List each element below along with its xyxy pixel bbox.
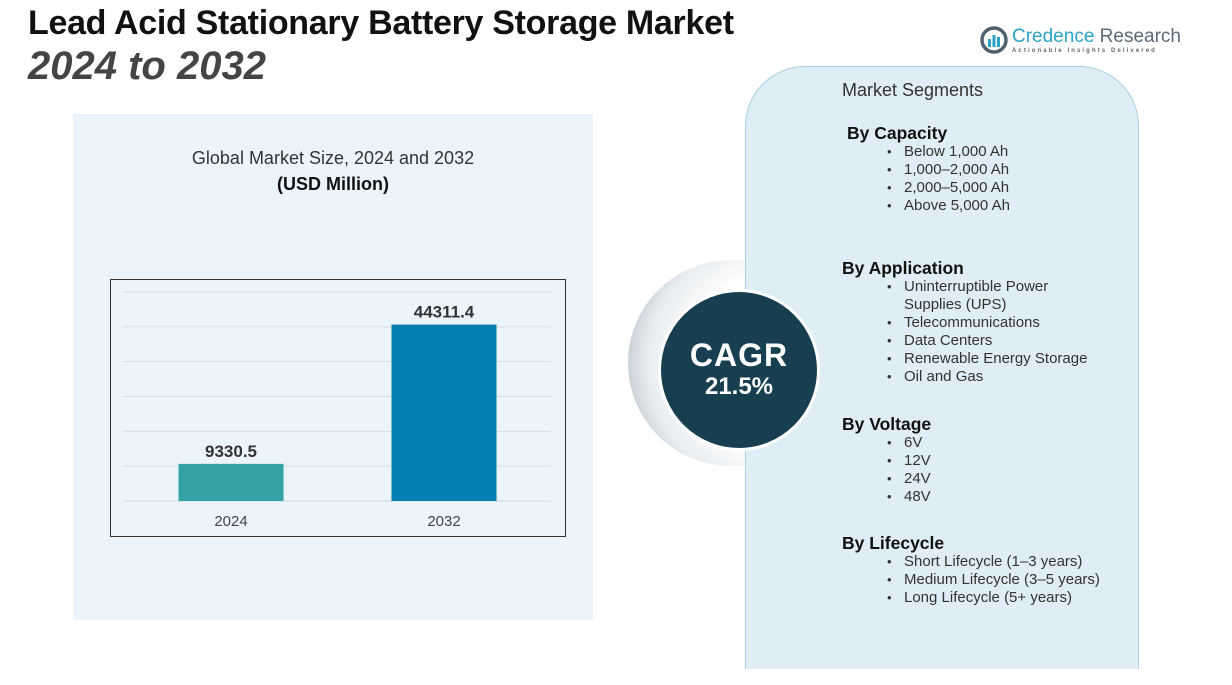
- chart-title: Global Market Size, 2024 and 2032: [191, 148, 475, 168]
- segment-item: Below 1,000 Ah: [887, 143, 1010, 161]
- segment-group-voltage: By Voltage 6V 12V 24V 48V: [842, 414, 931, 506]
- segment-item: Renewable Energy Storage: [887, 350, 1087, 368]
- bar-chart-circle-icon: [980, 26, 1008, 54]
- segment-item: 6V: [887, 434, 931, 452]
- segment-item: 12V: [887, 452, 931, 470]
- cagr-label: CAGR: [689, 337, 789, 373]
- market-size-chart-panel: Global Market Size, 2024 and 2032 (USD M…: [73, 114, 593, 620]
- brand-logo: Credence Research Actionable Insights De…: [980, 26, 1181, 54]
- bar-value-label: 9330.5: [205, 442, 257, 461]
- brand-name-part2: Research: [1099, 25, 1181, 47]
- bar-chart: 9330.5 2024 44311.4 2032: [123, 291, 551, 530]
- segment-group-title: By Capacity: [847, 123, 948, 143]
- x-tick-label: 2032: [427, 513, 460, 530]
- segment-item: Short Lifecycle (1–3 years): [887, 553, 1100, 571]
- segment-item: Uninterruptible Power Supplies (UPS): [887, 278, 1064, 314]
- segment-item: 48V: [887, 488, 931, 506]
- segment-group-title: By Application: [842, 258, 964, 278]
- brand-name-part1: Credence: [1012, 25, 1095, 47]
- segment-item: Telecommunications: [887, 314, 1064, 332]
- segment-group-lifecycle: By Lifecycle Short Lifecycle (1–3 years)…: [842, 533, 1100, 607]
- bar-2032: [391, 324, 497, 501]
- segment-item: Oil and Gas: [887, 368, 1064, 386]
- segment-item: 1,000–2,000 Ah: [887, 161, 1010, 179]
- page-title: Lead Acid Stationary Battery Storage Mar…: [28, 4, 734, 42]
- page-subtitle-years: 2024 to 2032: [28, 44, 266, 88]
- x-tick-label: 2024: [214, 513, 247, 530]
- segment-group-capacity: By Capacity Below 1,000 Ah 1,000–2,000 A…: [847, 123, 1010, 215]
- segment-item: 2,000–5,000 Ah: [887, 179, 1010, 197]
- segment-item: 24V: [887, 470, 931, 488]
- cagr-value: 21.5%: [704, 373, 774, 400]
- segment-item: Medium Lifecycle (3–5 years): [887, 571, 1100, 589]
- chart-plot-frame: 9330.5 2024 44311.4 2032: [110, 279, 566, 537]
- brand-name: Credence Research: [1012, 25, 1181, 47]
- segment-group-application: By Application Uninterruptible Power Sup…: [842, 258, 1087, 386]
- segment-item: Data Centers: [887, 332, 1064, 350]
- segments-heading: Market Segments: [842, 80, 984, 100]
- segment-group-title: By Lifecycle: [842, 533, 945, 553]
- bar-value-label: 44311.4: [414, 303, 475, 322]
- segment-group-title: By Voltage: [842, 414, 932, 434]
- chart-subtitle: (USD Million): [277, 174, 389, 194]
- brand-tagline: Actionable Insights Delivered: [1012, 47, 1157, 54]
- bar-2024: [178, 463, 284, 501]
- cagr-badge: CAGR 21.5%: [658, 289, 820, 451]
- segment-item: Long Lifecycle (5+ years): [887, 589, 1100, 607]
- segment-item: Above 5,000 Ah: [887, 197, 1010, 215]
